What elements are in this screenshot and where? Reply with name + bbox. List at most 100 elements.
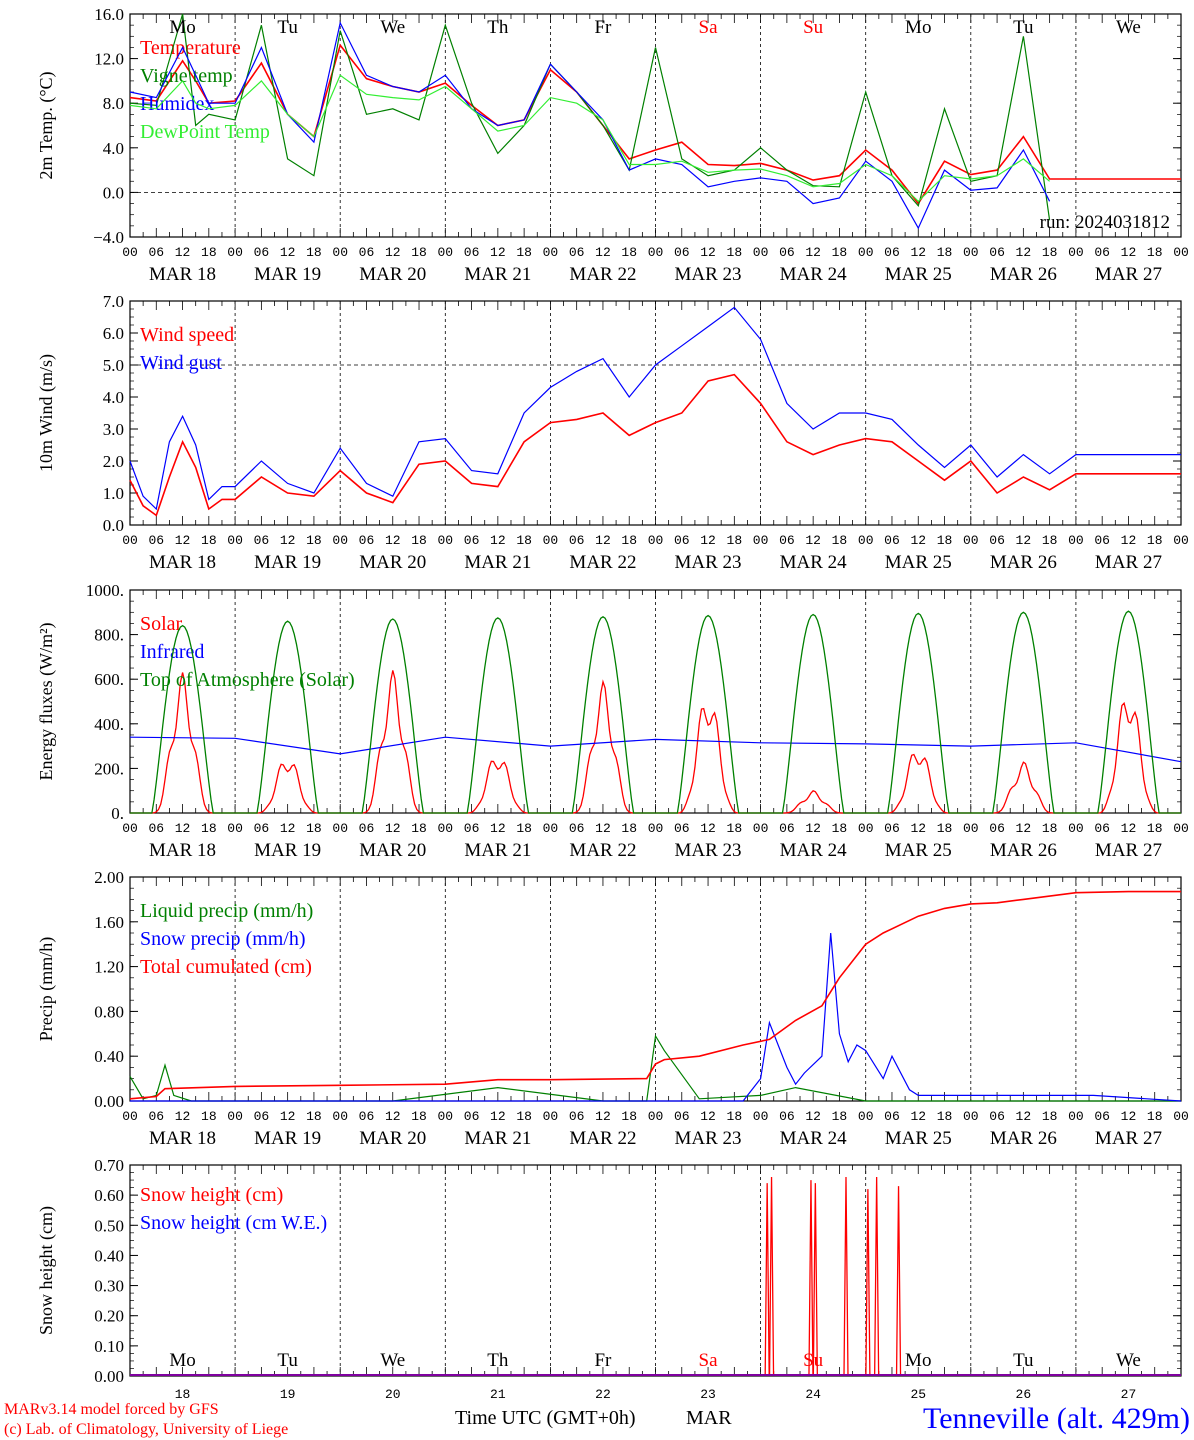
hour-tick-label: 00 [227, 821, 243, 836]
hour-tick-label: 18 [937, 821, 953, 836]
y-tick-label: 600. [94, 670, 124, 689]
hour-tick-label: 00 [648, 1109, 664, 1124]
hour-tick-label: 06 [148, 245, 164, 260]
hour-tick-label: 12 [490, 1109, 506, 1124]
series-snow-height-cm--spike [843, 1177, 849, 1377]
hour-tick-label: 18 [621, 821, 637, 836]
series-wind-speed [129, 373, 1181, 517]
date-label: MAR 18 [149, 1128, 216, 1149]
day-number: 27 [1121, 1387, 1137, 1402]
hour-tick-label: 18 [727, 533, 743, 548]
hour-tick-label: 12 [1016, 533, 1032, 548]
hour-tick-label: 00 [753, 245, 769, 260]
hour-tick-label: 18 [201, 821, 217, 836]
date-label: MAR 22 [569, 552, 636, 573]
legend-entry: Liquid precip (mm/h) [140, 900, 313, 922]
hour-tick-label: 06 [464, 533, 480, 548]
y-tick-label: 0.40 [94, 1246, 124, 1265]
date-label: MAR 19 [254, 264, 321, 285]
credit-line-1: MARv3.14 model forced by GFS [4, 1401, 219, 1418]
day-name-bottom: Mo [905, 1350, 931, 1371]
hour-tick-label: 18 [1042, 533, 1058, 548]
hour-tick-label: 18 [1042, 245, 1058, 260]
hour-tick-label: 18 [1147, 821, 1163, 836]
series-dewpoint-temp [129, 74, 1050, 203]
hour-tick-label: 18 [1042, 821, 1058, 836]
date-label: MAR 27 [1095, 1128, 1162, 1149]
y-tick-label: 0.30 [94, 1277, 124, 1296]
date-label: MAR 26 [990, 264, 1057, 285]
y-axis-title: Precip (mm/h) [36, 937, 57, 1041]
series-top-of-atmosphere-solar- [130, 610, 1181, 814]
series-total-cumulated-cm- [129, 890, 1181, 1100]
panel-flux: 0. 200. 400. 600. 800. 1000. Energy fluxes (W/… [36, 581, 1189, 861]
series-snow-precip-mm-h- [130, 932, 1182, 1102]
series-snow-height-cm--spike [808, 1180, 814, 1377]
hour-tick-label: 18 [1042, 1109, 1058, 1124]
hour-tick-label: 18 [937, 1109, 953, 1124]
legend-entry: Wind gust [140, 352, 222, 374]
hour-tick-label: 12 [700, 821, 716, 836]
day-name-top: Su [803, 17, 824, 38]
day-number: 25 [910, 1387, 926, 1402]
hour-tick-label: 18 [727, 245, 743, 260]
hour-tick-label: 06 [1094, 245, 1110, 260]
y-tick-label: 0.70 [94, 1156, 124, 1175]
hour-tick-label: 00 [1068, 245, 1084, 260]
hour-tick-label: 18 [201, 533, 217, 548]
y-tick-label: 4.0 [103, 139, 124, 158]
hour-tick-label: 06 [359, 533, 375, 548]
day-name-bottom: Sa [699, 1350, 719, 1371]
series-snow-height-cm--spike [768, 1177, 775, 1377]
hour-tick-label: 00 [1173, 245, 1189, 260]
date-label: MAR 19 [254, 840, 321, 861]
hour-tick-label: 12 [280, 245, 296, 260]
day-name-bottom: Mo [169, 1350, 195, 1371]
date-label: MAR 24 [780, 552, 848, 573]
hour-tick-label: 12 [385, 245, 401, 260]
hour-tick-label: 06 [674, 1109, 690, 1124]
hour-tick-label: 06 [674, 821, 690, 836]
hour-tick-label: 18 [411, 1109, 427, 1124]
hour-tick-label: 06 [464, 1109, 480, 1124]
date-label: MAR 25 [885, 1128, 952, 1149]
hour-tick-label: 12 [1121, 1109, 1137, 1124]
date-label: MAR 25 [885, 552, 952, 573]
y-axis-title: Energy fluxes (W/m²) [36, 622, 57, 780]
date-label: MAR 20 [359, 552, 426, 573]
day-name-bottom: Tu [1013, 1350, 1034, 1371]
y-tick-label: 1.20 [94, 958, 124, 977]
legend-entry: Snow height (cm W.E.) [140, 1212, 327, 1234]
hour-tick-label: 18 [411, 821, 427, 836]
day-name-top: We [1116, 17, 1141, 38]
hour-tick-label: 18 [516, 821, 532, 836]
hour-tick-label: 12 [1016, 245, 1032, 260]
hour-tick-label: 00 [648, 245, 664, 260]
y-tick-label: 0.60 [94, 1186, 124, 1205]
hour-tick-label: 00 [1068, 533, 1084, 548]
date-label: MAR 21 [464, 840, 531, 861]
hour-tick-label: 00 [753, 533, 769, 548]
date-label: MAR 24 [780, 1128, 848, 1149]
hour-tick-label: 00 [753, 821, 769, 836]
hour-tick-label: 12 [1121, 245, 1137, 260]
y-tick-label: 1.0 [103, 484, 124, 503]
hour-tick-label: 06 [359, 821, 375, 836]
hour-tick-label: 00 [1068, 821, 1084, 836]
hour-tick-label: 00 [858, 245, 874, 260]
y-tick-label: 16.0 [94, 5, 124, 24]
hour-tick-label: 06 [569, 821, 585, 836]
legend-entry: Snow precip (mm/h) [140, 928, 306, 950]
legend-entry: Top of Atmosphere (Solar) [140, 669, 355, 691]
hour-tick-label: 12 [805, 1109, 821, 1124]
hour-tick-label: 00 [227, 245, 243, 260]
day-name-bottom: Fr [594, 1350, 612, 1371]
day-number: 26 [1016, 1387, 1032, 1402]
hour-tick-label: 12 [595, 1109, 611, 1124]
hour-tick-label: 12 [385, 1109, 401, 1124]
hour-tick-label: 12 [1016, 821, 1032, 836]
hour-tick-label: 12 [805, 245, 821, 260]
day-name-bottom: Th [487, 1350, 509, 1371]
hour-tick-label: 06 [254, 821, 270, 836]
date-label: MAR 24 [780, 264, 848, 285]
